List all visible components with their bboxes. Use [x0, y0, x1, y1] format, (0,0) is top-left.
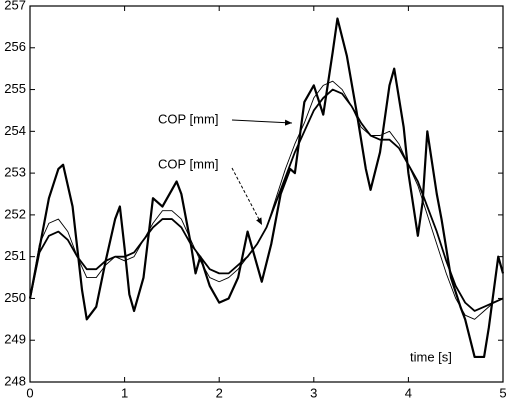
- y-tick-label: 252: [4, 206, 26, 221]
- x-tick-label: 5: [499, 385, 506, 400]
- data-line: [29, 88, 504, 312]
- annotation: COP [mm]: [158, 111, 218, 126]
- y-tick-label: 251: [4, 248, 26, 263]
- x-tick-label: 0: [26, 385, 33, 400]
- y-tick-label: 250: [4, 290, 26, 305]
- y-tick-label: 249: [4, 332, 26, 347]
- x-tick-label: 1: [121, 385, 128, 400]
- x-tick-label: 3: [310, 385, 317, 400]
- plot-frame: [29, 5, 504, 383]
- y-tick-label: 257: [4, 0, 26, 12]
- y-tick-label: 256: [4, 39, 26, 54]
- y-tick-label: 254: [4, 123, 26, 138]
- y-tick-label: 255: [4, 81, 26, 96]
- annotation-arrow: [231, 167, 263, 226]
- y-tick-label: 253: [4, 165, 26, 180]
- annotation: COP [mm]: [158, 156, 218, 171]
- data-line: [28, 17, 505, 359]
- x-axis-label: time [s]: [410, 349, 452, 364]
- x-tick-label: 2: [216, 385, 223, 400]
- x-tick-label: 4: [405, 385, 412, 400]
- data-line: [29, 80, 504, 320]
- annotation-arrow: [231, 119, 293, 126]
- y-tick-label: 248: [4, 373, 26, 388]
